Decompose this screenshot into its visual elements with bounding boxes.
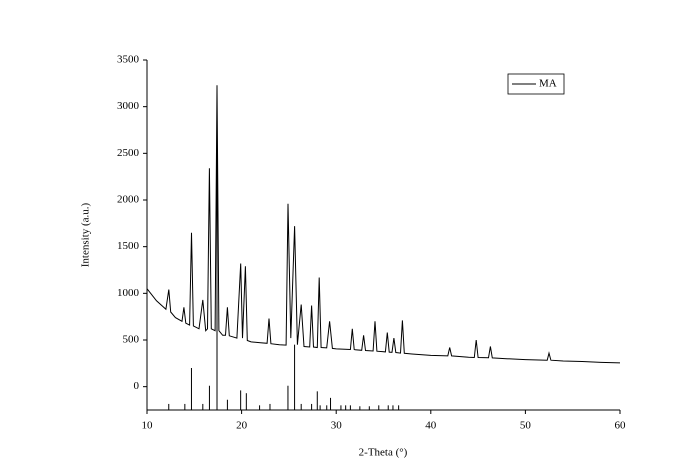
- y-tick-label: 0: [134, 380, 140, 392]
- y-tick-label: 1500: [117, 240, 140, 252]
- x-tick-label: 40: [425, 420, 437, 432]
- x-tick-label: 10: [142, 420, 154, 432]
- y-tick-label: 500: [123, 334, 140, 346]
- legend-box: [507, 73, 565, 95]
- y-tick-label: 2000: [117, 194, 140, 206]
- x-tick-label: 30: [331, 420, 343, 432]
- y-tick-label: 3500: [117, 54, 140, 66]
- y-tick-label: 3000: [117, 100, 140, 112]
- y-tick-label: 1000: [117, 287, 140, 299]
- y-tick-label: 2500: [117, 147, 140, 159]
- x-tick-label: 60: [615, 420, 627, 432]
- legend-label: MA: [539, 78, 557, 90]
- x-axis-label: 2-Theta (°): [359, 447, 408, 459]
- data-line: [146, 86, 621, 364]
- x-tick-label: 50: [520, 420, 532, 432]
- x-tick-label: 20: [236, 420, 248, 432]
- y-axis-label: Intensity (a.u.): [80, 202, 92, 267]
